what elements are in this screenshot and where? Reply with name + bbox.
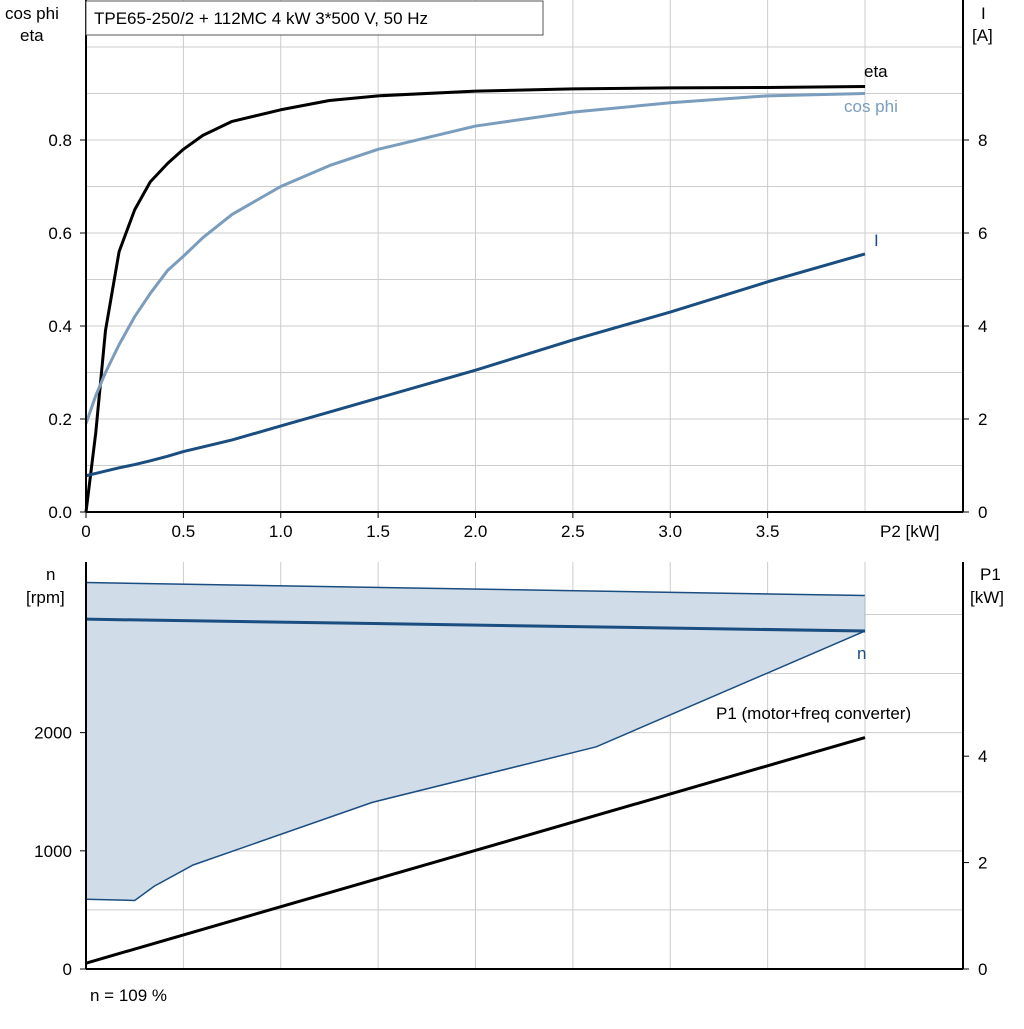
top-x-axis-label: P2 [kW] [880, 522, 940, 541]
bottom-ytick-right-label-0: 0 [978, 960, 987, 979]
top-ytick-left-label-3: 0.6 [48, 224, 72, 243]
top-ytick-right-label-2: 4 [978, 317, 987, 336]
top-ytick-right-label-1: 2 [978, 410, 987, 429]
n-band-lower-edge [85, 630, 866, 902]
n-band-upper-edge [85, 581, 866, 597]
series-label-current: I [874, 231, 879, 250]
top-ytick-right-label-4: 8 [978, 131, 987, 150]
top-ytick-right-label-3: 6 [978, 224, 987, 243]
bottom-ytick-right-label-2: 4 [978, 747, 987, 766]
bottom-ytick-left-label-2: 2000 [34, 724, 72, 743]
series-line-p1 [85, 736, 866, 965]
top-ytick-left-label-2: 0.4 [48, 317, 72, 336]
series-label-eta: eta [864, 62, 888, 81]
bottom-right-axis-label-2: [kW] [970, 588, 1004, 607]
top-left-axis-label-1: cos phi [5, 4, 59, 23]
bottom-right-axis-label-1: P1 [980, 565, 1001, 584]
bottom-left-axis-label-1: n [46, 565, 55, 584]
footer-note: n = 109 % [90, 986, 167, 1005]
top-marks [84, 85, 866, 513]
top-ytick-left-label-1: 0.2 [48, 410, 72, 429]
top-xtick-label-5: 2.5 [561, 522, 585, 541]
bottom-ytick-right-label-1: 2 [978, 854, 987, 873]
bottom-ytick-left-label-1: 1000 [34, 842, 72, 861]
top-xtick-label-2: 1.0 [269, 522, 293, 541]
series-label-cos-phi: cos phi [844, 97, 898, 116]
bottom-ytick-left-label-0: 0 [63, 960, 72, 979]
top-xtick-label-6: 3.0 [658, 522, 682, 541]
n-operating-band [86, 582, 865, 901]
series-line-cos-phi [84, 92, 866, 425]
top-xtick-label-7: 3.5 [756, 522, 780, 541]
top-ytick-left-label-4: 0.8 [48, 131, 72, 150]
top-ytick-right-label-0: 0 [978, 503, 987, 522]
series-line-eta [84, 85, 866, 513]
tick-labels: 0 0.5 1.0 1.5 2.0 2.5 3.0 3.5 0.0 0.2 0.4 0.6 0.8 0 2 4… [34, 131, 987, 979]
top-xtick-label-3: 1.5 [366, 522, 390, 541]
series-line-current [85, 252, 866, 478]
chart-title: TPE65-250/2 + 112MC 4 kW 3*500 V, 50 Hz [94, 9, 428, 28]
top-xtick-label-4: 2.0 [464, 522, 488, 541]
top-xtick-label-0: 0 [81, 522, 90, 541]
top-left-axis-label-2: eta [20, 26, 44, 45]
top-right-axis-label-2: [A] [972, 26, 993, 45]
axes [85, 0, 964, 970]
top-right-axis-label-1: I [981, 4, 986, 23]
series-label-n: n [857, 644, 866, 663]
series-label-p1: P1 (motor+freq converter) [716, 704, 911, 723]
top-xtick-label-1: 0.5 [172, 522, 196, 541]
bottom-left-axis-label-2: [rpm] [26, 588, 65, 607]
top-grid [86, 0, 963, 512]
title-box [85, 0, 544, 36]
top-ytick-left-label-0: 0.0 [48, 503, 72, 522]
series-line-n [85, 617, 866, 633]
bottom-marks [85, 581, 866, 965]
